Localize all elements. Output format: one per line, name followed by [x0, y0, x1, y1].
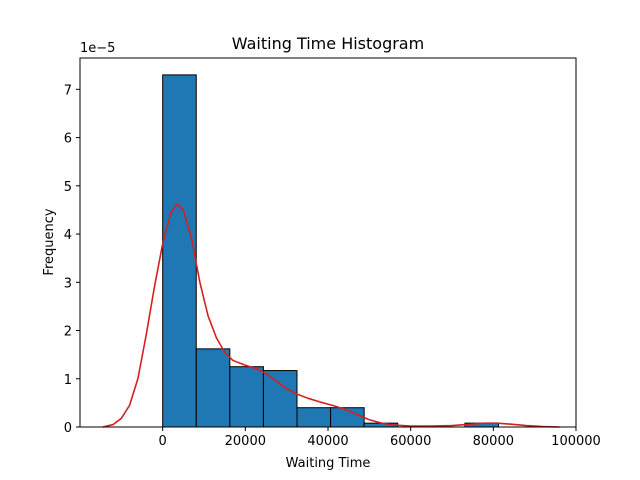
x-tick-label: 40000	[307, 434, 348, 449]
x-tick-label: 100000	[551, 434, 601, 449]
chart-title: Waiting Time Histogram	[232, 34, 424, 53]
x-tick-label: 20000	[225, 434, 266, 449]
x-tick-label: 0	[159, 434, 167, 449]
y-tick-label: 2	[64, 325, 72, 340]
histogram-bar-1	[162, 74, 197, 428]
kde-curve-group	[102, 203, 560, 428]
x-axis-label: Waiting Time	[286, 456, 371, 471]
histogram-bar-3	[229, 366, 264, 428]
y-tick-label: 7	[64, 83, 72, 98]
kde-curve	[102, 203, 560, 428]
x-tick-label: 80000	[473, 434, 514, 449]
x-axis-ticks: 0 20000 40000 60000 80000 100000	[159, 427, 601, 449]
histogram-bar-5	[296, 407, 332, 428]
y-tick-label: 4	[64, 228, 72, 243]
y-axis-ticks: 0 1 2 3 4 5 6 7	[64, 83, 80, 436]
y-axis-label: Frequency	[42, 208, 57, 275]
plot-area-frame	[79, 57, 577, 428]
histogram-bar-2	[195, 348, 231, 428]
y-tick-label: 0	[64, 421, 72, 436]
y-tick-label: 5	[64, 180, 72, 195]
y-tick-label: 1	[64, 373, 72, 388]
histogram-bar-4	[262, 370, 298, 428]
y-offset-label: 1e−5	[80, 41, 115, 56]
histogram-bars	[162, 74, 500, 428]
x-tick-label: 60000	[390, 434, 431, 449]
y-tick-label: 3	[64, 276, 72, 291]
y-tick-label: 6	[64, 132, 72, 147]
